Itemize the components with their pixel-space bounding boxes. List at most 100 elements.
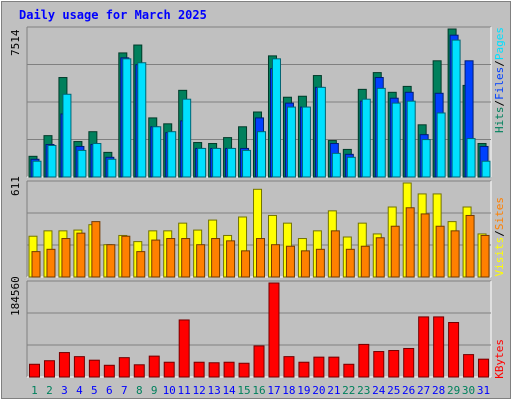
x-tick-label: 19: [297, 384, 310, 397]
bar-sites-day-11: [181, 238, 191, 278]
max-label-bottom: 184560: [9, 276, 22, 316]
legend-entry-sites: Sites: [493, 197, 506, 230]
bar-sites-day-31: [480, 234, 490, 278]
bar-sites-day-14: [226, 240, 236, 278]
bar-sites-day-23: [360, 245, 370, 278]
x-tick-label: 8: [136, 384, 143, 397]
bar-kbytes-day-6: [103, 364, 115, 378]
bar-kbytes-day-11: [178, 319, 190, 378]
bar-pages-day-17: [271, 58, 281, 178]
bar-sites-day-17: [270, 244, 280, 278]
bar-pages-day-29: [451, 39, 461, 178]
bar-sites-day-18: [285, 245, 295, 278]
bar-pages-day-1: [32, 160, 42, 178]
bar-sites-day-4: [76, 232, 86, 278]
legend-separator: /: [493, 60, 506, 67]
bar-kbytes-day-2: [43, 360, 55, 378]
bar-kbytes-day-9: [148, 355, 160, 378]
x-tick-label: 29: [447, 384, 460, 397]
bar-sites-day-28: [435, 225, 445, 278]
bar-kbytes-day-21: [328, 356, 340, 378]
legend-entry-visits: Visits: [493, 237, 506, 277]
bar-pages-day-4: [77, 149, 87, 178]
x-tick-label: 31: [477, 384, 490, 397]
legend-text-bottom: KBytes: [493, 339, 506, 379]
bar-pages-day-11: [182, 98, 192, 178]
x-tick-label: 11: [178, 384, 191, 397]
panel-visits-sites: [26, 180, 492, 278]
bar-sites-day-9: [151, 239, 161, 278]
legend-text-middle: Visits/Sites: [493, 197, 506, 277]
bar-pages-day-6: [107, 158, 117, 178]
bar-kbytes-day-29: [448, 322, 460, 378]
bar-kbytes-day-8: [133, 364, 145, 378]
bar-kbytes-day-30: [463, 354, 475, 378]
bar-sites-day-24: [375, 237, 385, 278]
bar-sites-day-2: [46, 248, 56, 278]
bar-kbytes-day-26: [403, 347, 415, 378]
legend-separator: /: [493, 100, 506, 107]
bar-sites-day-1: [31, 251, 41, 278]
x-tick-label: 1: [31, 384, 38, 397]
legend-bottom: KBytes: [493, 339, 506, 379]
bar-kbytes-day-24: [373, 351, 385, 378]
legend-middle: Visits/Sites: [493, 197, 506, 277]
x-tick-label: 5: [91, 384, 98, 397]
bar-pages-day-2: [47, 144, 57, 178]
bar-kbytes-day-23: [358, 343, 370, 378]
bar-pages-day-16: [257, 131, 267, 178]
x-tick-label: 24: [372, 384, 386, 397]
bar-kbytes-day-3: [58, 352, 70, 378]
legend-entry-files: Files: [493, 67, 506, 100]
bar-pages-day-23: [361, 98, 371, 178]
bar-sites-day-27: [420, 213, 430, 278]
bar-pages-day-21: [331, 152, 341, 178]
bar-kbytes-day-27: [418, 316, 430, 378]
legend-top: Hits/Files/Pages: [493, 27, 506, 133]
bar-sites-day-8: [136, 251, 146, 278]
bar-kbytes-day-28: [433, 316, 445, 378]
bar-kbytes-day-31: [478, 358, 490, 378]
bar-pages-day-26: [406, 100, 416, 178]
bar-pages-day-7: [122, 58, 132, 178]
x-tick-label: 21: [327, 384, 340, 397]
bar-pages-day-28: [436, 112, 446, 178]
bar-kbytes-day-16: [253, 345, 265, 378]
bar-pages-day-9: [152, 126, 162, 178]
bar-sites-day-25: [390, 225, 400, 278]
x-tick-label: 15: [237, 384, 250, 397]
x-tick-label: 12: [193, 384, 206, 397]
bar-sites-day-19: [300, 250, 310, 278]
bar-pages-day-19: [301, 106, 311, 178]
bar-sites-day-7: [121, 235, 131, 278]
bar-pages-day-15: [242, 149, 252, 178]
bar-sites-day-30: [465, 214, 475, 278]
bar-kbytes-day-12: [193, 361, 205, 378]
bar-pages-day-20: [316, 86, 326, 178]
bar-kbytes-day-4: [73, 356, 85, 378]
bar-kbytes-day-15: [238, 362, 250, 378]
bar-sites-day-26: [405, 207, 415, 278]
bar-kbytes-day-5: [88, 359, 100, 378]
bar-kbytes-day-19: [298, 361, 310, 378]
bar-kbytes-day-13: [208, 362, 220, 378]
bar-pages-day-24: [376, 87, 386, 178]
chart-title: Daily usage for March 2025: [19, 8, 207, 22]
bar-kbytes-day-18: [283, 356, 295, 378]
x-tick-label: 4: [76, 384, 83, 397]
x-tick-label: 9: [151, 384, 158, 397]
bar-sites-day-5: [91, 221, 101, 278]
x-tick-label: 30: [462, 384, 475, 397]
bar-kbytes-day-22: [343, 363, 355, 378]
bar-sites-day-12: [196, 244, 206, 278]
x-tick-label: 7: [121, 384, 128, 397]
max-label-middle: 611: [9, 176, 22, 196]
bar-pages-day-25: [391, 102, 401, 178]
bar-sites-day-20: [315, 248, 325, 278]
bar-kbytes-day-10: [163, 361, 175, 378]
x-tick-label: 26: [402, 384, 415, 397]
legend-separator: /: [493, 230, 506, 237]
panel-kbytes: [26, 280, 492, 378]
